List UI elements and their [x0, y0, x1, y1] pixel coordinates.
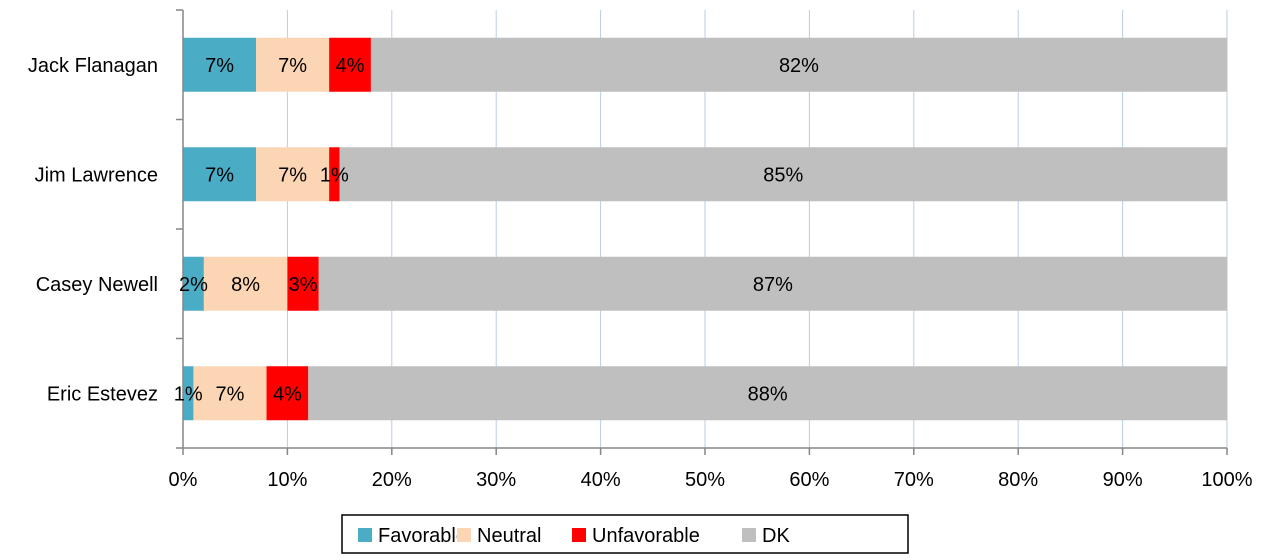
bar-segment	[193, 366, 267, 421]
bar-segment	[183, 147, 257, 202]
data-label: 88%	[748, 383, 788, 405]
data-label: 7%	[205, 55, 234, 77]
bar-segment	[329, 37, 371, 92]
bars	[183, 37, 1228, 421]
x-tick-label: 70%	[894, 469, 934, 491]
bar-segment	[256, 147, 330, 202]
data-label: 1%	[320, 164, 349, 186]
bar-segment	[203, 256, 288, 311]
legend-label: DK	[762, 525, 790, 547]
category-label: Casey Newell	[36, 274, 158, 296]
data-label: 87%	[753, 274, 793, 296]
x-tick-label: 80%	[998, 469, 1038, 491]
x-tick-label: 50%	[685, 469, 725, 491]
x-tick-label: 40%	[581, 469, 621, 491]
legend-label: Neutral	[477, 525, 541, 547]
legend-label: Unfavorable	[592, 525, 700, 547]
data-label: 82%	[779, 55, 819, 77]
bar-segment	[183, 366, 194, 421]
data-label: 3%	[289, 274, 318, 296]
legend-label: Favorable	[378, 525, 467, 547]
bar-segment	[329, 147, 340, 202]
data-label: 7%	[205, 164, 234, 186]
data-labels: 7% 7% 4% 82% 7% 7% 1% 85% 2% 8% 3% 87% 1% 7% 4% 88%	[174, 55, 819, 406]
data-label: 4%	[336, 55, 365, 77]
x-tick-label: 20%	[372, 469, 412, 491]
data-label: 7%	[278, 55, 307, 77]
bar-segment	[266, 366, 309, 421]
category-labels: Jack Flanagan Jim Lawrence Casey Newell Eri…	[28, 55, 158, 406]
bar-segment	[256, 37, 330, 92]
legend-swatch	[742, 528, 756, 542]
x-tick-label: 60%	[789, 469, 829, 491]
bar-segment	[183, 256, 204, 311]
data-label: 4%	[273, 383, 302, 405]
category-label: Jack Flanagan	[28, 55, 158, 77]
data-label: 85%	[763, 164, 803, 186]
bar-segment	[339, 147, 1228, 202]
bar-segment	[370, 37, 1227, 92]
legend-swatch	[572, 528, 586, 542]
x-tick-label: 30%	[476, 469, 516, 491]
data-label: 1%	[174, 383, 203, 405]
data-label: 7%	[216, 383, 245, 405]
x-tick-label: 100%	[1201, 469, 1252, 491]
bar-segment	[183, 37, 257, 92]
legend-box	[341, 514, 909, 554]
bar-segment	[308, 366, 1227, 421]
legend: Favorable Neutral Unfavorable DK	[341, 514, 909, 554]
legend-swatch	[457, 528, 471, 542]
x-tick-label: 90%	[1103, 469, 1143, 491]
category-label: Jim Lawrence	[35, 164, 158, 186]
data-label: 7%	[278, 164, 307, 186]
legend-swatch	[358, 528, 372, 542]
x-tick-label: 0%	[169, 469, 198, 491]
bar-segment	[287, 256, 319, 311]
x-tick-label: 10%	[267, 469, 307, 491]
bar-segment	[318, 256, 1228, 311]
x-tick-labels: 0% 10% 20% 30% 40% 50% 60% 70% 80% 90% 100%	[169, 469, 1253, 491]
data-label: 2%	[179, 274, 208, 296]
category-label: Eric Estevez	[47, 383, 158, 405]
axes	[176, 9, 1228, 455]
data-label: 8%	[231, 274, 260, 296]
